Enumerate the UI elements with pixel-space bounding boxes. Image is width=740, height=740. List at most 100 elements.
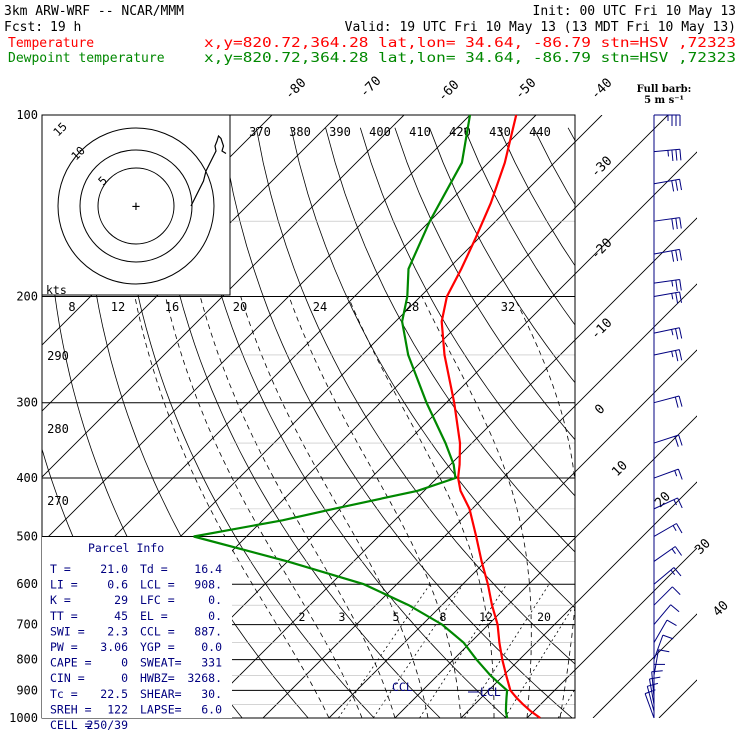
wind-barb <box>653 248 682 262</box>
mixing-ratio-label-20: 20 <box>537 610 551 624</box>
hodo-speed-label-20: 20 <box>233 300 247 314</box>
dry-adiabat-440 <box>707 128 740 731</box>
dry-adiabat-380 <box>498 127 575 267</box>
isotherm-label-0: 0 <box>592 402 608 418</box>
mixing-ratio-2 <box>338 583 431 718</box>
isotherm-label--60: -60 <box>435 78 462 105</box>
parcel-row-2-value: 29 <box>114 593 128 607</box>
theta-label-440: 440 <box>529 125 551 139</box>
wind-barb <box>653 634 674 660</box>
parcel-row-3-label: TT = <box>50 609 78 623</box>
series-temperature-line <box>440 114 541 719</box>
mixing-ratio-12 <box>504 602 575 718</box>
model-title: 3km ARW-WRF -- NCAR/MMM <box>4 4 184 19</box>
moist-adiabat-35 <box>626 297 715 719</box>
dry-adiabat-350 <box>394 127 575 441</box>
mixing-ratio-label-8: 8 <box>440 610 447 624</box>
dry-adiabat-270 <box>117 127 375 718</box>
isotherm-20 <box>526 547 697 718</box>
theta-label-390: 390 <box>329 125 351 139</box>
isotherm--100 <box>42 115 339 412</box>
wind-barb <box>653 178 682 192</box>
pressure-tick-500: 500 <box>16 529 38 543</box>
moist-adiabat--5 <box>165 296 363 718</box>
wind-barb <box>653 148 682 162</box>
isotherm-30 <box>592 613 697 718</box>
hodograph-center-icon: + <box>132 199 140 215</box>
dry-adiabat-330 <box>325 127 575 553</box>
hodograph-trace <box>190 134 227 207</box>
parcel-row-6-label: CAPE = <box>50 656 92 670</box>
legend-temperature-name: Temperature <box>8 36 94 51</box>
parcel-row-0-label: T = <box>50 562 71 576</box>
parcel-row-10-value: 250/39 <box>86 718 128 732</box>
theta-label-430: 430 <box>489 125 511 139</box>
moist-adiabat-20 <box>421 296 532 718</box>
isotherm-label--50: -50 <box>512 76 539 103</box>
wind-barb <box>653 604 680 625</box>
dry-adiabat-290 <box>186 127 507 718</box>
dry-adiabat-430 <box>672 128 740 731</box>
isobars <box>42 114 575 719</box>
parcel-info-box <box>42 537 232 718</box>
parcel-row-8-value2: 30. <box>201 687 222 701</box>
isotherm-label-10: 10 <box>609 458 631 480</box>
dry-adiabat-280 <box>152 127 441 718</box>
wind-barb <box>653 468 683 480</box>
parcel-row-6-label2: SWEAT= <box>140 656 182 670</box>
hodograph-frame <box>41 114 231 296</box>
parcel-row-1-label: LI = <box>50 578 78 592</box>
hodograph-ring-3 <box>57 127 215 285</box>
parcel-row-4-value2: 887. <box>194 624 222 638</box>
pressure-tick-700: 700 <box>16 618 38 632</box>
mixing-ratio-label-3: 3 <box>339 610 346 624</box>
legend-temperature-info: x,y=820.72,364.28 lat,lon= 34.64, -86.79… <box>204 36 736 51</box>
wind-barb <box>653 434 683 447</box>
isotherm--10 <box>328 349 697 718</box>
wind-barb <box>653 663 665 691</box>
wind-barb <box>644 689 656 719</box>
parcel-row-9-value: 122 <box>107 702 128 716</box>
legend-dewpoint-name: Dewpoint temperature <box>8 51 165 66</box>
parcel-row-4-label2: CCL = <box>140 624 175 638</box>
mixing-ratio-20 <box>557 688 575 718</box>
mixing-ratio-8 <box>464 583 550 718</box>
wind-barb <box>653 497 683 510</box>
isotherm-label--20: -20 <box>588 236 615 263</box>
isotherm-label-30: 30 <box>692 536 714 558</box>
parcel-row-3-label2: EL = <box>140 609 168 623</box>
theta-label-270: 270 <box>47 494 69 508</box>
moist-adiabat-5 <box>240 296 429 718</box>
hodograph-unit: kts <box>46 283 67 297</box>
wind-barb <box>653 349 683 362</box>
forecast-hour: 19 h <box>50 20 81 35</box>
hodo-speed-label-32: 32 <box>501 300 515 314</box>
pressure-tick-800: 800 <box>16 653 38 667</box>
isotherm-label--70: -70 <box>357 74 384 101</box>
parcel-row-0-label2: Td = <box>140 562 168 576</box>
wind-barb <box>653 217 682 230</box>
parcel-row-7-value: 0 <box>121 671 128 685</box>
dry-adiabat-340 <box>359 127 575 497</box>
wind-barb <box>653 546 683 562</box>
dry-adiabat-420 <box>637 128 740 731</box>
legend-dewpoint-info: x,y=820.72,364.28 lat,lon= 34.64, -86.79… <box>204 51 736 66</box>
mixing-ratio-label-2: 2 <box>299 610 306 624</box>
isotherm-label--10: -10 <box>588 316 615 343</box>
parcel-row-4-label: SWI = <box>50 624 85 638</box>
wind-barb <box>653 523 683 537</box>
barb-legend-line1: Full barb: <box>637 84 692 95</box>
parcel-row-4-value: 2.3 <box>107 624 128 638</box>
theta-label-380: 380 <box>289 125 311 139</box>
mixing-ratio-5 <box>419 583 508 718</box>
parcel-row-1-value2: 908. <box>194 578 222 592</box>
wind-barb <box>654 114 681 126</box>
isotherm-label-20: 20 <box>652 489 674 511</box>
isotherm-label-40: 40 <box>710 598 732 620</box>
pressure-tick-600: 600 <box>16 577 38 591</box>
parcel-row-8-label: Tc = <box>50 687 78 701</box>
wind-barb <box>646 682 659 712</box>
theta-label-400: 400 <box>369 125 391 139</box>
barb-legend-line2: 5 m s⁻¹ <box>644 95 684 106</box>
